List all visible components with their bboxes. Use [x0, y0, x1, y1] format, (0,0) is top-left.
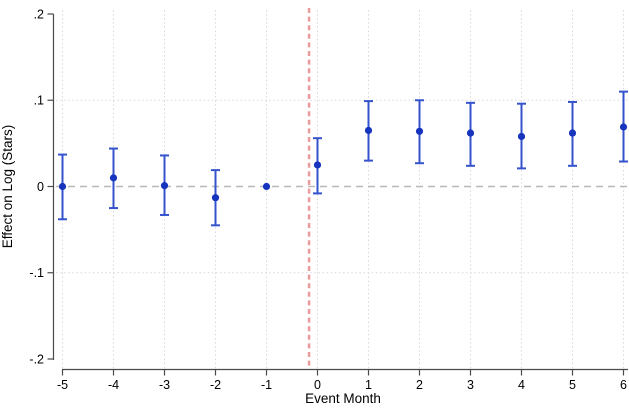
point-estimate [160, 182, 169, 190]
x-tick-label: -4 [108, 378, 119, 392]
x-tick-label: 4 [518, 378, 525, 392]
y-tick-label: .2 [34, 7, 44, 21]
point-estimate [466, 129, 475, 137]
y-tick-label: .1 [34, 94, 44, 108]
point-estimate [109, 174, 118, 182]
point-estimate [58, 182, 67, 191]
point-estimate [211, 194, 220, 202]
x-tick-label: 1 [365, 378, 372, 392]
x-tick-label: 6 [620, 378, 627, 392]
point-estimate [313, 161, 322, 169]
x-tick-label: -3 [159, 378, 170, 392]
point-estimate [568, 129, 577, 137]
x-tick-label: 5 [569, 378, 576, 392]
x-tick-label: 3 [467, 378, 474, 392]
y-tick-label: 0 [37, 180, 44, 194]
x-tick-label: 2 [416, 378, 423, 392]
point-estimate [262, 182, 271, 191]
y-tick-label: -.2 [29, 352, 44, 366]
point-estimate [364, 126, 373, 135]
y-axis-title: Effect on Log (Stars) [0, 125, 15, 249]
x-tick-label: -5 [57, 378, 68, 392]
point-estimate [619, 123, 628, 131]
y-tick-label: -.1 [29, 266, 44, 280]
x-tick-label: -1 [261, 378, 272, 392]
x-tick-label: 0 [314, 378, 321, 392]
x-tick-label: -2 [210, 378, 221, 392]
x-axis-title: Event Month [305, 391, 381, 406]
point-estimate [415, 127, 424, 135]
point-estimate [517, 132, 526, 141]
